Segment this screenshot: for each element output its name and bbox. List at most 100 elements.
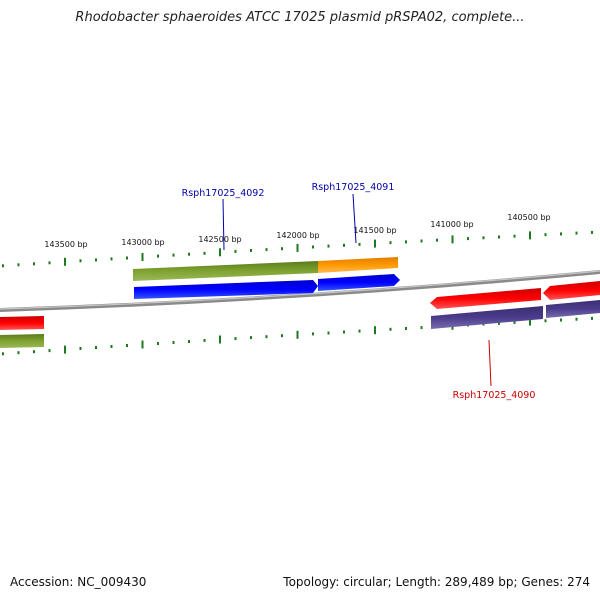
minor-tick: [48, 261, 51, 265]
minor-tick: [327, 244, 330, 248]
minor-tick: [95, 258, 97, 262]
major-tick: [141, 340, 144, 349]
minor-tick: [95, 346, 97, 349]
minor-tick: [405, 240, 407, 244]
gene-label-4091[interactable]: Rsph17025_4091: [312, 182, 395, 193]
minor-tick: [343, 330, 345, 334]
minor-tick: [2, 352, 4, 356]
major-tick: [219, 248, 221, 257]
minor-tick: [544, 233, 547, 237]
gene-label-4090[interactable]: Rsph17025_4090: [453, 390, 536, 401]
major-tick: [219, 335, 221, 344]
minor-tick: [436, 238, 438, 242]
minor-tick: [234, 249, 237, 253]
tick-label-143000: 143000 bp: [121, 238, 164, 247]
lower-tick-track: [2, 316, 593, 356]
major-tick: [64, 345, 66, 354]
gene-label-4092[interactable]: Rsph17025_4092: [182, 188, 265, 199]
major-tick: [529, 231, 531, 240]
gene-feature-blue-4091[interactable]: [318, 274, 400, 291]
leader-line-4091: [352, 193, 357, 244]
gene-feature-red-left[interactable]: [0, 316, 44, 330]
minor-tick: [405, 327, 407, 330]
gene-feature-red-4090[interactable]: [430, 288, 541, 309]
minor-tick: [544, 319, 547, 323]
minor-tick: [48, 349, 51, 353]
minor-tick: [250, 336, 252, 340]
plasmid-backbone: [0, 270, 600, 312]
gene-feature-green[interactable]: [133, 261, 318, 281]
minor-tick: [389, 327, 392, 331]
major-tick: [451, 235, 454, 244]
major-tick: [529, 317, 531, 326]
tick-label-141000: 141000 bp: [430, 220, 473, 229]
minor-tick: [17, 351, 20, 355]
leader-line-4092: [222, 198, 225, 251]
minor-tick: [498, 321, 500, 325]
minor-tick: [482, 236, 485, 240]
minor-tick: [110, 345, 113, 348]
minor-tick: [575, 317, 578, 321]
gene-feature-purple-4090[interactable]: [431, 306, 543, 329]
minor-tick: [17, 263, 20, 267]
minor-tick: [312, 332, 314, 336]
minor-tick: [513, 321, 516, 324]
tick-label-142000: 142000 bp: [276, 231, 319, 240]
tick-label-143500: 143500 bp: [44, 240, 87, 249]
minor-tick: [33, 350, 35, 354]
upper-tick-track: [2, 230, 593, 268]
minor-tick: [172, 341, 175, 344]
minor-tick: [79, 259, 82, 263]
minor-tick: [560, 232, 562, 236]
major-tick: [296, 243, 299, 252]
gene-feature-purple-right[interactable]: [546, 300, 600, 318]
minor-tick: [265, 248, 268, 252]
tick-label-141500: 141500 bp: [353, 226, 396, 235]
minor-tick: [79, 347, 82, 350]
minor-tick: [126, 256, 128, 260]
minor-tick: [2, 264, 4, 268]
major-tick: [374, 326, 376, 335]
minor-tick: [327, 331, 330, 335]
minor-tick: [157, 254, 159, 258]
minor-tick: [281, 247, 283, 251]
minor-tick: [358, 242, 361, 246]
accession-text: Accession: NC_009430: [10, 575, 147, 589]
gene-feature-orange[interactable]: [318, 257, 398, 273]
minor-tick: [33, 262, 35, 266]
minor-tick: [343, 243, 345, 247]
leader-line-4090: [488, 339, 492, 387]
minor-tick: [467, 237, 469, 241]
minor-tick: [498, 235, 500, 239]
gene-feature-green-left[interactable]: [0, 334, 44, 348]
minor-tick: [250, 249, 252, 252]
minor-tick: [312, 245, 314, 249]
gene-feature-blue-4092[interactable]: [134, 280, 318, 299]
minor-tick: [126, 344, 128, 347]
major-tick: [64, 257, 66, 266]
minor-tick: [188, 340, 190, 343]
topology-summary-text: Topology: circular; Length: 289,489 bp; …: [283, 575, 590, 589]
minor-tick: [157, 342, 159, 345]
major-tick: [296, 330, 299, 339]
minor-tick: [420, 326, 423, 330]
tick-label-140500: 140500 bp: [507, 213, 550, 222]
minor-tick: [591, 316, 593, 320]
minor-tick: [110, 257, 113, 261]
minor-tick: [281, 334, 283, 338]
plasmid-backbone-highlight: [0, 270, 600, 310]
minor-tick: [420, 239, 423, 243]
major-tick: [374, 239, 376, 248]
minor-tick: [513, 234, 516, 238]
minor-tick: [389, 241, 392, 245]
minor-tick: [265, 335, 268, 339]
minor-tick: [560, 318, 562, 322]
minor-tick: [188, 252, 190, 256]
map-title: Rhodobacter sphaeroides ATCC 17025 plasm…: [75, 10, 525, 25]
minor-tick: [575, 231, 578, 235]
minor-tick: [358, 329, 361, 333]
minor-tick: [591, 230, 593, 234]
minor-tick: [203, 339, 206, 342]
gene-feature-red-right[interactable]: [543, 281, 600, 300]
